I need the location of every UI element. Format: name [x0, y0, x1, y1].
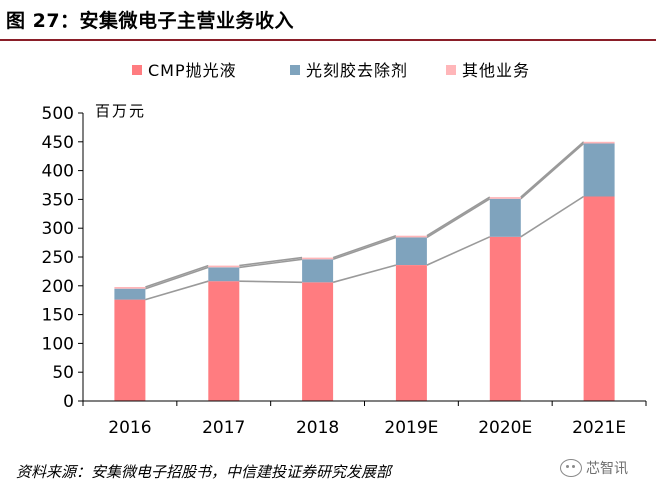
- connector-lines: [145, 141, 585, 301]
- watermark-text: 芯智讯: [586, 461, 628, 477]
- connector-line-3-5: [520, 141, 585, 198]
- bar-segment-3-2021E: [583, 141, 615, 144]
- connector-line-3-4: [426, 196, 491, 237]
- legend: CMP抛光液 光刻胶去除剂 其他业务: [132, 61, 530, 80]
- y-tick-label-200: 200: [42, 277, 74, 297]
- connector-line-2-5: [520, 142, 585, 200]
- connector-line-2-3: [332, 236, 397, 261]
- x-tick-label-2019E: 2019E: [384, 418, 438, 438]
- bar-segment-3-2018: [302, 257, 334, 260]
- bar-segment-1-2021E: [583, 196, 615, 401]
- connector-line-3-2: [239, 256, 303, 267]
- watermark: 芯智讯: [560, 458, 628, 478]
- y-tick-label-150: 150: [42, 306, 74, 326]
- bar-segment-2-2021E: [583, 143, 615, 197]
- connector-line-2-1: [145, 266, 209, 290]
- bar-segment-1-2018: [302, 282, 334, 401]
- x-tick-label-2021E: 2021E: [572, 418, 626, 438]
- bars: [114, 141, 615, 401]
- bar-segment-2-2020E: [489, 198, 521, 237]
- bar-segment-1-2016: [114, 299, 146, 401]
- legend-swatch-3: [446, 65, 456, 75]
- x-tick-label-2016: 2016: [108, 418, 151, 438]
- legend-label-2: 光刻胶去除剂: [306, 61, 408, 80]
- connector-line-1-1: [145, 280, 209, 301]
- unit-label: 百万元: [95, 102, 146, 120]
- y-tick-label-100: 100: [42, 334, 74, 354]
- bar-segment-3-2019E: [395, 235, 427, 238]
- source-note: 资料来源：安集微电子招股书，中信建投证券研究发展部: [16, 463, 392, 481]
- figure-title: 图 27：安集微电子主营业务收入: [6, 10, 295, 32]
- x-tick-label-2018: 2018: [296, 418, 339, 438]
- bar-segment-3-2016: [114, 287, 146, 289]
- y-tick-label-50: 50: [52, 363, 74, 383]
- connector-line-2-2: [239, 258, 303, 269]
- bar-segment-1-2019E: [395, 265, 427, 401]
- y-tick-label-300: 300: [42, 219, 74, 239]
- y-tick-label-0: 0: [63, 392, 74, 412]
- connector-line-3-3: [332, 234, 397, 259]
- connector-line-1-4: [426, 236, 491, 266]
- y-tick-label-350: 350: [42, 190, 74, 210]
- y-tick-label-450: 450: [42, 133, 74, 153]
- bar-segment-2-2019E: [395, 237, 427, 265]
- y-tick-label-250: 250: [42, 248, 74, 268]
- bar-segment-2-2018: [302, 259, 334, 283]
- bar-segment-1-2017: [208, 281, 240, 401]
- connector-line-2-4: [426, 198, 491, 239]
- legend-swatch-1: [132, 65, 142, 75]
- connector-line-1-5: [520, 195, 585, 238]
- x-tick-label-2020E: 2020E: [478, 418, 532, 438]
- bar-segment-3-2020E: [489, 197, 521, 199]
- axes: 0 50 100 150 200 250 300 350 400 450 500 2016 2017 20…: [42, 104, 647, 438]
- y-tick-label-500: 500: [42, 104, 74, 124]
- legend-swatch-2: [290, 65, 300, 75]
- bar-segment-1-2020E: [489, 236, 521, 401]
- y-tick-label-400: 400: [42, 162, 74, 182]
- connector-line-3-1: [145, 264, 209, 288]
- connector-line-1-2: [239, 280, 303, 284]
- title-rule: [0, 39, 656, 41]
- connector-line-1-3: [332, 264, 397, 284]
- wechat-icon: [560, 459, 582, 477]
- bar-segment-2-2017: [208, 267, 240, 282]
- bar-segment-2-2016: [114, 288, 146, 300]
- legend-label-1: CMP抛光液: [148, 61, 237, 80]
- x-tick-label-2017: 2017: [202, 418, 245, 438]
- legend-label-3: 其他业务: [462, 61, 530, 80]
- bar-segment-3-2017: [208, 265, 240, 268]
